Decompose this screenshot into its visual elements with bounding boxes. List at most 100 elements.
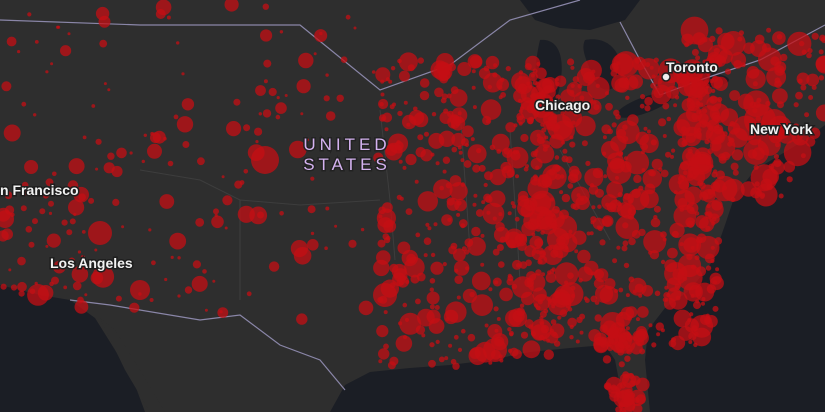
case-dot [611,53,634,75]
case-dot [166,15,171,20]
case-dot [191,275,208,292]
case-dot [441,93,448,100]
case-dot [569,324,574,329]
case-dot [706,284,717,294]
case-dot [704,139,710,145]
case-dot [695,215,709,229]
case-dot [706,204,711,209]
case-dot [658,118,667,127]
case-dot [537,78,553,94]
case-dot [115,295,122,302]
case-dot [353,26,357,30]
case-dot [801,49,807,55]
case-dot [564,245,569,250]
case-dot [729,90,740,101]
case-dot [707,212,712,218]
case-dot [606,202,617,213]
case-dot [520,291,535,306]
case-dot [572,230,587,245]
case-dot [405,208,413,216]
case-dot [0,210,14,229]
case-dot [633,397,640,403]
case-dot [744,104,776,136]
case-dot [550,249,559,258]
case-dot [664,297,669,302]
case-dot [0,283,7,290]
case-dot [237,205,255,223]
case-dot [776,34,783,40]
case-dot [587,76,610,100]
case-dot [430,152,435,157]
case-dot [535,269,542,276]
case-dot [680,16,709,45]
case-dot [592,100,597,105]
case-dot [602,355,612,364]
case-dot [17,256,26,266]
case-dot [300,112,304,116]
case-dot [130,280,150,300]
case-dot [443,108,449,114]
case-dot [184,286,193,294]
case-dot [597,204,602,209]
case-dot [592,167,604,179]
case-dot [721,178,745,202]
case-dot [625,326,630,331]
case-dot [560,89,575,104]
case-dot [670,154,674,159]
case-dot [471,271,491,291]
case-dot [376,325,389,338]
case-dot [159,194,175,209]
state-lines [139,109,611,300]
case-dot [570,65,575,70]
case-dot [149,298,154,302]
case-dot [467,333,476,342]
case-dot [804,112,810,118]
case-dot [693,342,698,348]
case-dot [457,62,472,76]
case-dot [406,253,417,264]
case-dot [275,102,287,114]
case-dot [428,318,445,334]
case-dot [17,50,21,54]
case-dot [508,330,514,336]
case-dot [454,275,464,285]
case-dot [683,282,703,302]
case-dot [425,222,430,227]
case-dot [464,249,470,255]
case-dot [68,199,85,216]
case-dot [549,328,555,333]
case-dot [18,290,25,297]
case-dot [435,161,440,166]
case-dot [382,112,393,123]
city-label: Toronto [666,59,718,75]
case-dot [651,74,656,79]
case-dot [414,179,419,184]
case-dot [746,66,760,79]
case-dot [707,119,720,132]
case-dot [289,140,307,159]
case-dot [806,73,820,87]
case-dot [213,208,219,215]
case-dot [573,112,578,117]
case-dot [499,287,513,302]
case-dot [623,193,631,200]
case-dot [10,284,18,291]
case-dot [714,55,727,67]
case-dot [340,56,348,63]
case-dot [395,335,413,352]
case-dot [670,335,686,351]
case-dot [68,257,76,265]
case-dot [307,239,319,251]
case-dot [429,278,436,284]
case-dot [445,182,452,189]
case-dot [760,178,773,191]
case-dot [689,206,695,212]
case-dot [379,101,384,107]
case-dot [449,182,468,201]
case-dot [1,193,5,197]
case-dot [729,121,736,127]
border-south [69,299,346,391]
case-dot [607,327,619,339]
case-dot [730,162,739,171]
case-dot [678,71,684,78]
